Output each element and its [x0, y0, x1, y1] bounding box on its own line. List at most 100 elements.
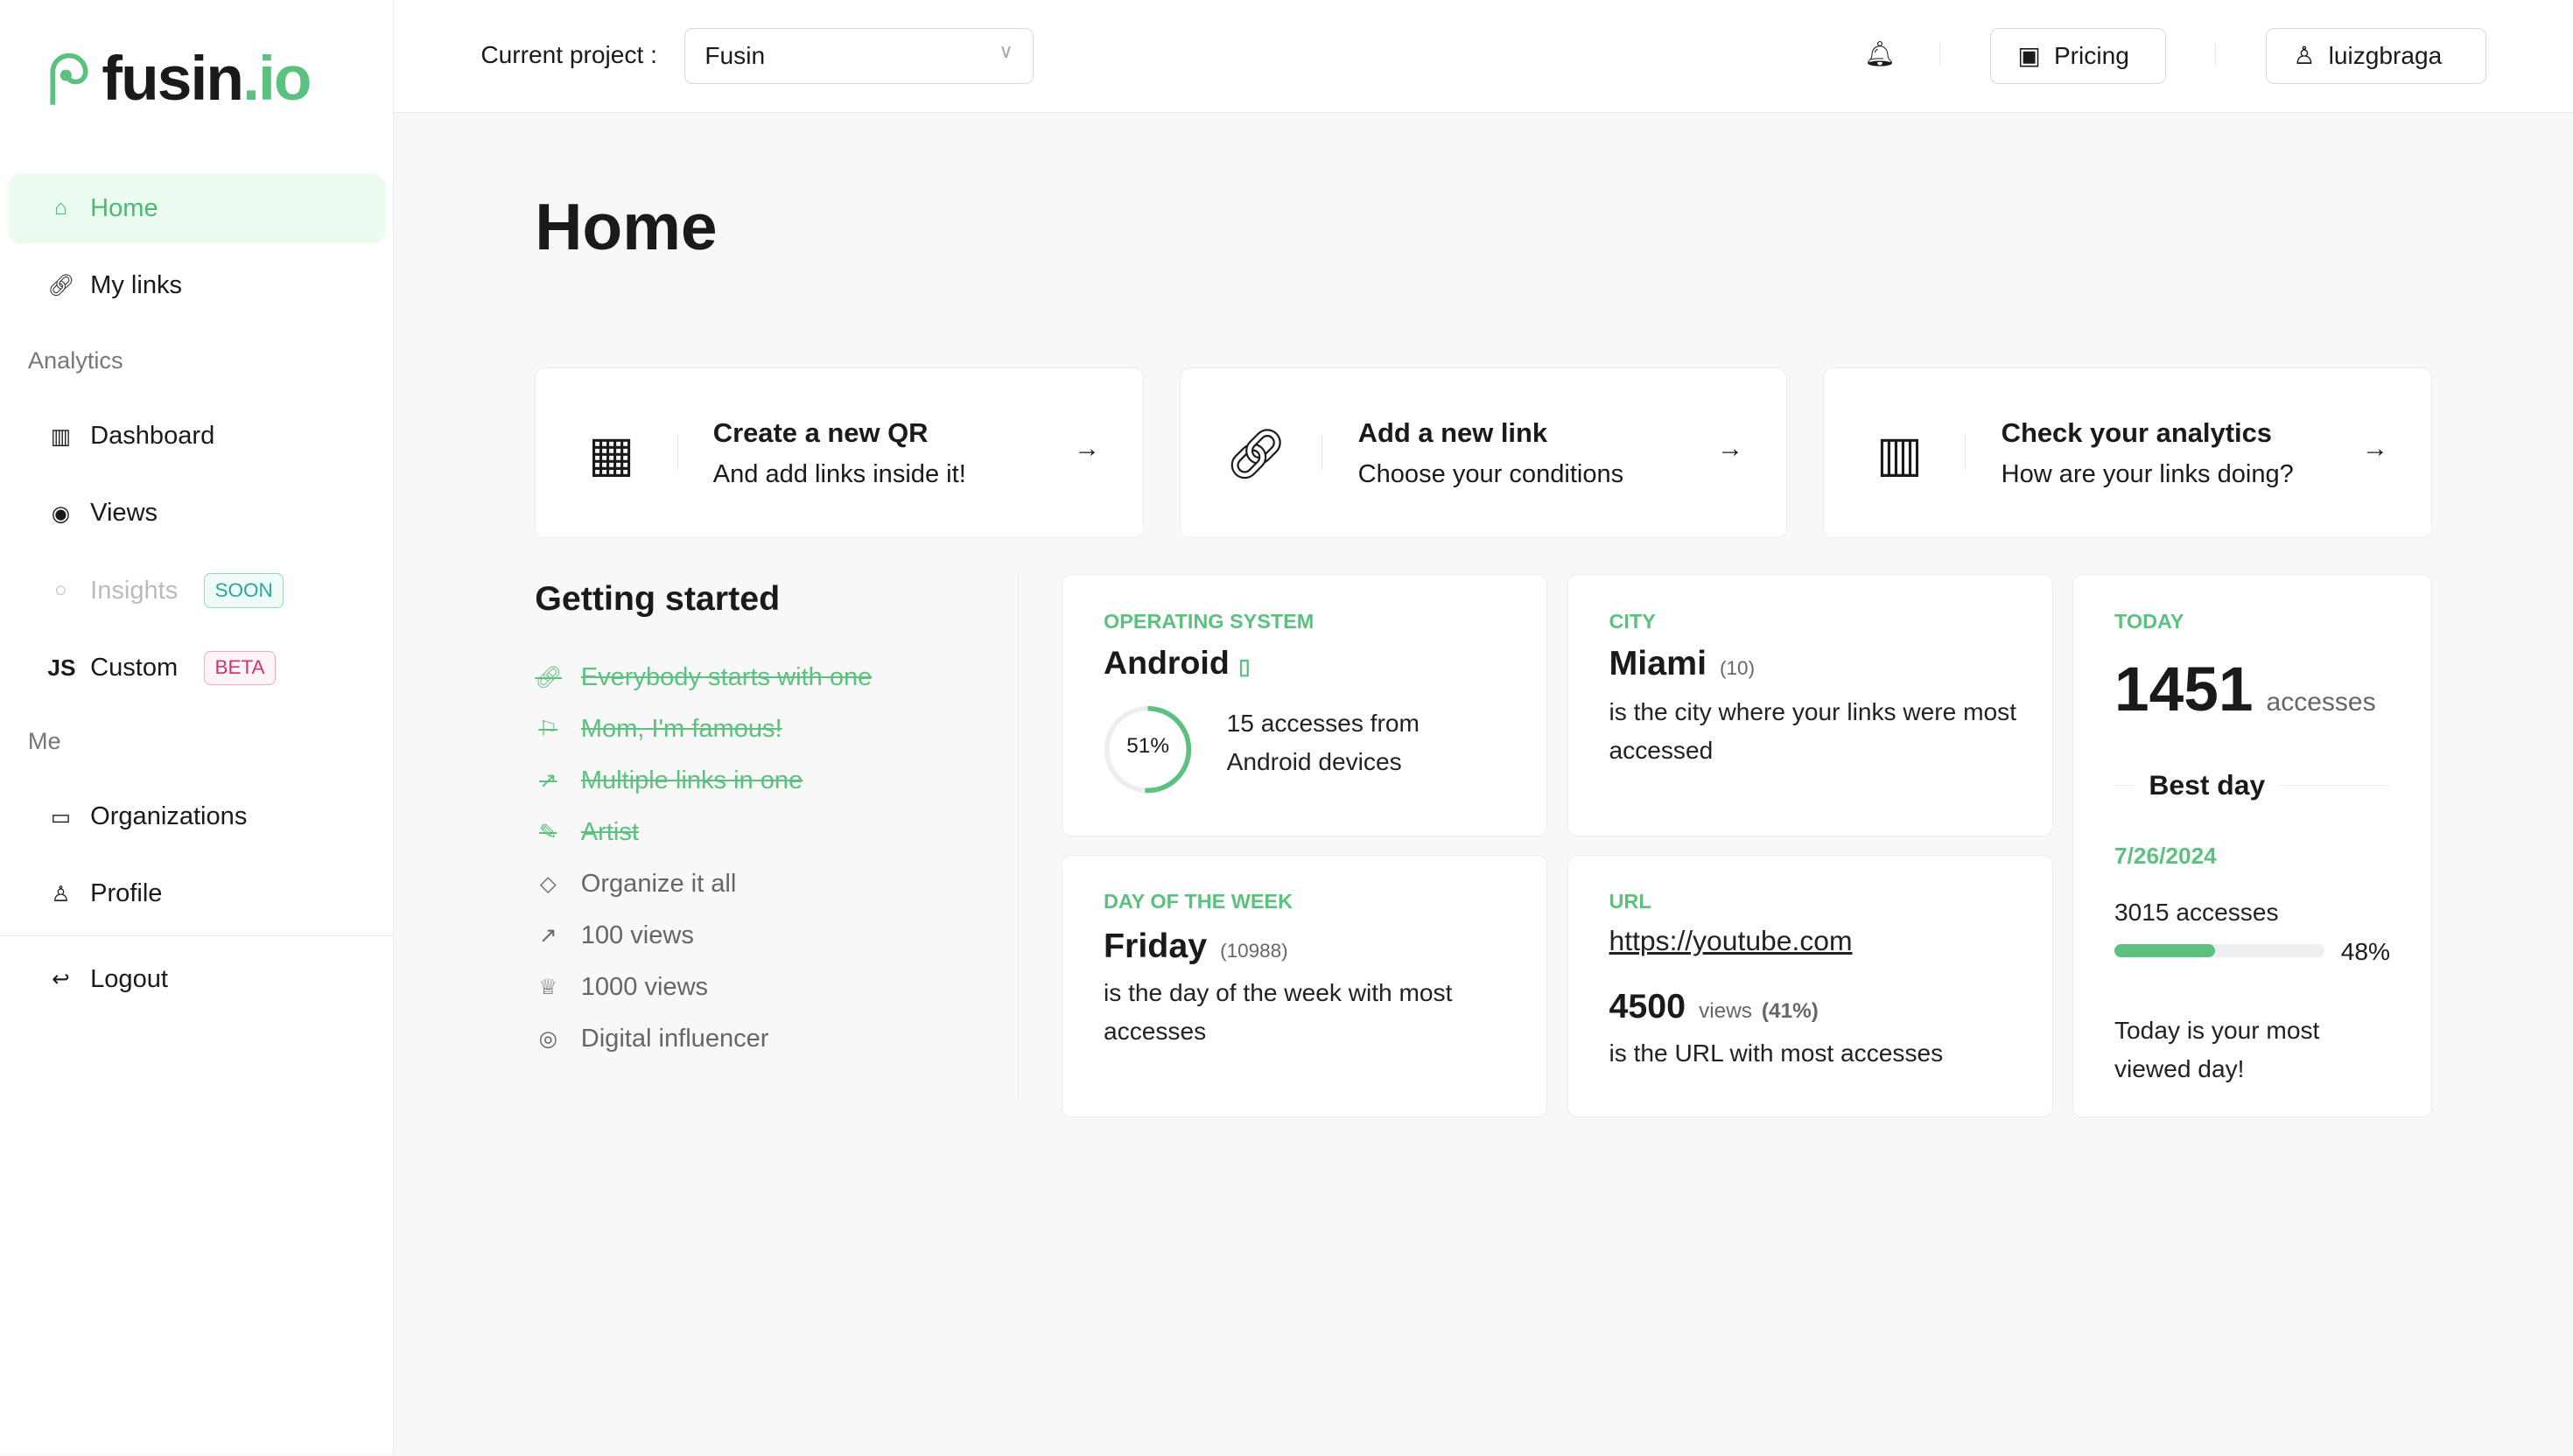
divider [1017, 574, 1019, 1100]
task-icon: ✎ [539, 821, 557, 845]
sidebar-item-custom[interactable]: JS Custom BETA [8, 634, 385, 703]
fusin-logo-icon [50, 52, 88, 105]
home-icon: ⌂ [54, 196, 67, 220]
pricing-button[interactable]: ▣ Pricing [1990, 27, 2166, 84]
url-views: 4500 views (41%) [1609, 987, 1819, 1026]
getting-started-item[interactable]: ⚐ Mom, I'm famous! [535, 715, 782, 744]
sidebar-item-label: Dashboard [90, 422, 215, 451]
check-analytics-card[interactable]: ▥ Check your analytics How are your links … [1823, 368, 2432, 538]
link-icon: 🔗︎ [47, 274, 75, 298]
beta-badge: BETA [204, 650, 276, 685]
url-link[interactable]: https://youtube.com [1609, 924, 1853, 956]
dow-count: (10988) [1220, 939, 1288, 962]
sidebar-item-label: Organizations [90, 802, 248, 831]
arrow-right-icon: → [2362, 434, 2388, 463]
url-views-label: views [1699, 998, 1752, 1023]
card-label: CITY [1609, 609, 1656, 633]
action-title: Add a new link [1357, 417, 1548, 449]
getting-started-item[interactable]: ♕ 1000 views [535, 973, 708, 1002]
action-subtitle: Choose your conditions [1357, 460, 1624, 488]
sidebar: fusin.io ⌂ Home 🔗︎ My links Analytics ▥ Das… [0, 0, 394, 1456]
separator [2215, 42, 2216, 66]
separator [1939, 42, 1940, 66]
os-name: Android [1104, 644, 1230, 681]
project-select[interactable]: Fusin ∨ [684, 27, 1034, 84]
best-day-progress [2114, 944, 2324, 958]
arrow-right-icon: → [1717, 434, 1744, 463]
sidebar-item-label: Logout [90, 964, 168, 993]
sidebar-item-my-links[interactable]: 🔗︎ My links [8, 251, 385, 320]
sidebar-item-insights[interactable]: ○ Insights SOON [8, 556, 385, 626]
getting-started-item[interactable]: ↗ 100 views [535, 921, 694, 950]
user-icon: ♙ [2293, 42, 2316, 70]
city-value: Miami (10) [1609, 644, 1756, 683]
add-link-card[interactable]: 🔗︎ Add a new link Choose your conditions → [1180, 368, 1787, 538]
os-desc-line: 15 accesses from [1226, 710, 1420, 738]
logo-text: fusin [102, 43, 244, 114]
user-icon: ♙ [51, 882, 71, 906]
task-icon: ◇ [539, 872, 557, 897]
separator [1965, 434, 1966, 471]
dow-description: is the day of the week with most accesse… [1104, 978, 1453, 1045]
task-label: Everybody starts with one [580, 662, 873, 691]
getting-started-item[interactable]: ↗ Multiple links in one [535, 766, 803, 795]
task-label: Digital influencer [580, 1024, 769, 1053]
os-description: 15 accesses from Android devices [1227, 704, 1420, 781]
sidebar-item-dashboard[interactable]: ▥ Dashboard [8, 402, 385, 471]
getting-started-item[interactable]: 🔗︎ Everybody starts with one [535, 663, 872, 692]
today-unit: accesses [2266, 688, 2376, 718]
url-description: is the URL with most accesses [1609, 1040, 1944, 1068]
os-percent: 51% [1126, 734, 1169, 759]
dow-name: Friday [1104, 926, 1208, 965]
getting-started-item[interactable]: ✎ Artist [535, 818, 639, 847]
arrow-right-icon: → [1074, 434, 1101, 463]
best-day-accesses: 3015 accesses [2114, 899, 2279, 926]
today-value: 1451 accesses [2114, 654, 2376, 725]
sidebar-item-profile[interactable]: ♙ Profile [8, 860, 385, 929]
os-desc-line: Android devices [1226, 748, 1402, 776]
logo[interactable]: fusin.io [43, 43, 312, 115]
task-icon: ⚐ [538, 718, 558, 742]
sidebar-item-views[interactable]: ◉ Views [8, 480, 385, 549]
best-day-label: Best day [2135, 768, 2279, 802]
getting-started-item[interactable]: ◇ Organize it all [535, 870, 736, 899]
sidebar-divider [0, 934, 394, 936]
city-card: CITY Miami (10) is the city where your li… [1567, 574, 2053, 837]
sidebar-item-organizations[interactable]: ▭ Organizations [8, 782, 385, 851]
task-icon: 🔗︎ [535, 666, 563, 690]
user-button[interactable]: ♙ luizgbraga [2266, 27, 2486, 84]
android-icon: ▯ [1238, 655, 1251, 679]
os-percent-ring [1104, 705, 1192, 793]
url-views-percent: (41%) [1761, 998, 1819, 1023]
task-label: Artist [580, 817, 639, 846]
city-description: is the city where your links were most a… [1609, 698, 2017, 765]
project-value: Fusin [705, 41, 766, 69]
os-value: Android ▯ [1104, 644, 1251, 682]
pricing-label: Pricing [2053, 41, 2129, 69]
link-icon: 🔗︎ [1224, 425, 1288, 481]
qr-code-icon: ▦ [587, 425, 635, 481]
today-count: 1451 [2114, 654, 2254, 725]
dow-value: Friday (10988) [1104, 927, 1288, 966]
url-card: URL https://youtube.com 4500 views (41%) … [1567, 854, 2053, 1117]
wallet-icon: ▣ [2017, 42, 2041, 70]
action-subtitle: How are your links doing? [2001, 460, 2294, 488]
getting-started-item[interactable]: ◎ Digital influencer [535, 1024, 769, 1054]
today-note: Today is your most viewed day! [2114, 1017, 2320, 1083]
card-label: OPERATING SYSTEM [1104, 609, 1315, 633]
action-title: Check your analytics [2001, 417, 2272, 449]
today-card: TODAY 1451 accesses Best day 7/26/2024 30… [2072, 574, 2432, 1117]
create-qr-card[interactable]: ▦ Create a new QR And add links inside it!… [535, 368, 1144, 538]
task-label: 100 views [580, 920, 694, 949]
card-label: URL [1609, 890, 1651, 914]
sidebar-item-label: Profile [90, 879, 163, 908]
sidebar-item-logout[interactable]: ↩ Logout [8, 945, 385, 1014]
task-label: 1000 views [580, 972, 709, 1001]
task-icon: ♕ [538, 976, 558, 1000]
username: luizgbraga [2328, 41, 2443, 69]
getting-started-title: Getting started [535, 578, 781, 618]
os-card: OPERATING SYSTEM Android ▯ 51% 15 access… [1062, 574, 1548, 837]
id-card-icon: ▭ [50, 805, 71, 830]
sidebar-item-home[interactable]: ⌂ Home [8, 173, 386, 243]
bell-icon[interactable]: 🔔︎ [1864, 40, 1896, 67]
